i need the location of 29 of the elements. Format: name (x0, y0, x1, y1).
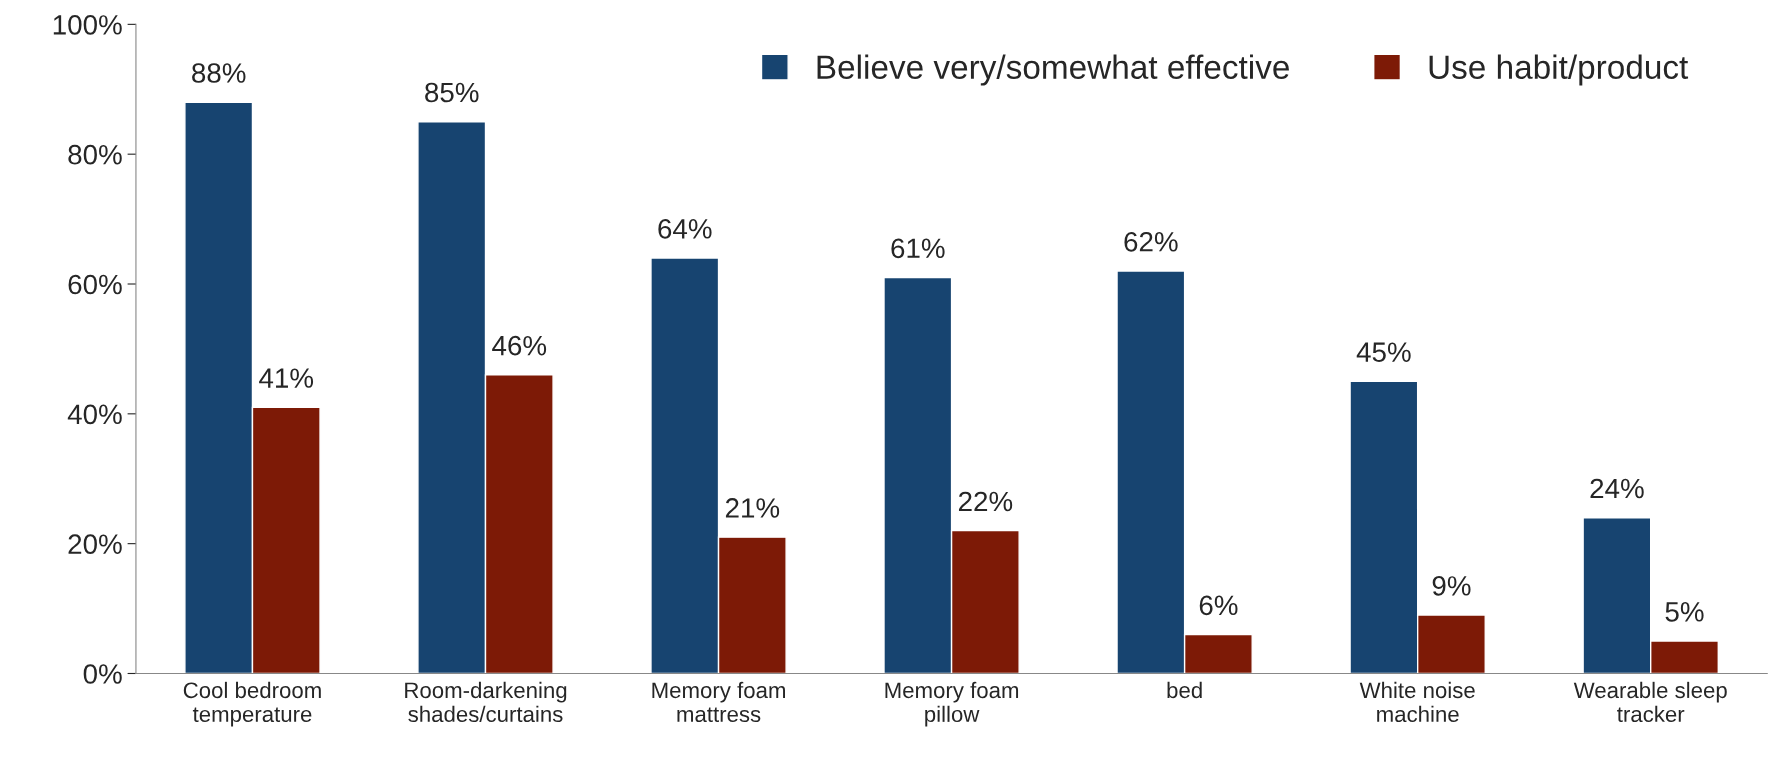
x-tick-label: White noise machine (1359, 681, 1475, 723)
data-label: 64% (658, 218, 712, 239)
y-tick-label: 20% (68, 534, 122, 554)
x-tick-label: Cool bedroom temperature (183, 681, 321, 727)
x-tick-label: Wearable sleep tracker (1573, 681, 1727, 723)
y-tick-label: 40% (67, 404, 122, 425)
data-label: 45% (1356, 342, 1411, 362)
data-label: 62% (1124, 231, 1178, 252)
data-label: 24% (1590, 478, 1644, 499)
x-tick-label: bed (1167, 681, 1202, 699)
data-label: 21% (725, 498, 780, 518)
data-label: 88% (192, 63, 246, 83)
y-tick-label: 80% (68, 144, 122, 165)
data-label: 46% (492, 335, 547, 356)
legend-label: Use habit/product (1429, 54, 1689, 86)
data-label: 41% (259, 368, 314, 388)
legend-label: Believe very/somewhat effective (817, 54, 1289, 86)
data-label: 9% (1432, 576, 1471, 596)
y-tick-label: 100% (53, 15, 122, 35)
data-label: 61% (891, 238, 945, 259)
data-label: 22% (958, 491, 1013, 512)
data-label: 6% (1199, 595, 1238, 616)
x-tick-label: Memory foam mattress (652, 681, 785, 723)
y-tick-label: 0% (83, 664, 122, 684)
data-label: 5% (1665, 602, 1704, 622)
data-label: 85% (425, 82, 479, 103)
x-tick-label: Room-darkening shades/curtains (405, 681, 567, 723)
x-tick-label: Memory foam pillow (885, 681, 1019, 727)
y-tick-label: 60% (68, 274, 122, 295)
